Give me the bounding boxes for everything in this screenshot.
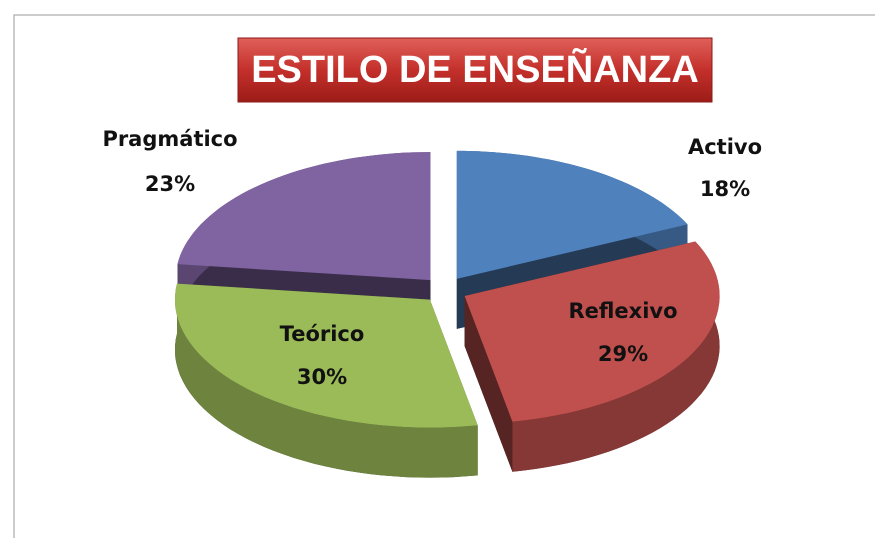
slice-label: Teórico (280, 322, 365, 346)
slice-side (512, 241, 720, 472)
slice-top (177, 152, 431, 281)
frame (13, 14, 875, 538)
pie (175, 150, 720, 478)
slice-value-label: 30% (297, 365, 347, 389)
slice-top (456, 150, 688, 279)
slice-value-label: 18% (700, 177, 750, 201)
slice-top (175, 283, 478, 428)
slice-side (175, 283, 478, 478)
title-box (237, 37, 713, 103)
slice-top (464, 241, 720, 422)
chart-title: ESTILO DE ENSEÑANZA (251, 47, 699, 91)
slice-value-label: 23% (145, 172, 195, 196)
slice-label: Reflexivo (568, 299, 677, 323)
slice-label: Pragmático (102, 127, 237, 151)
slice (464, 241, 720, 472)
slice-label: Activo (688, 135, 762, 159)
slice-value-label: 29% (598, 342, 648, 366)
slice (175, 283, 478, 478)
slice-wall (464, 296, 513, 472)
